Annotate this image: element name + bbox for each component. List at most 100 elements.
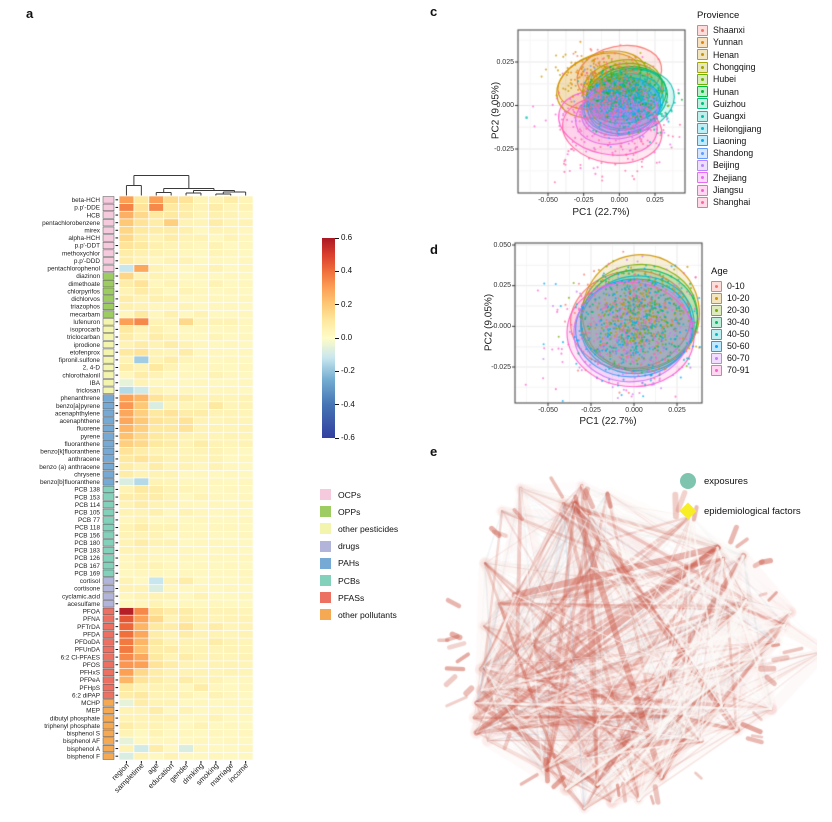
heatmap-cell: [238, 668, 253, 676]
heatmap-row-label: fluoranthene: [64, 441, 100, 448]
heatmap-cell: [164, 463, 179, 471]
row-category-swatch: [102, 333, 115, 341]
heatmap-cell: [238, 211, 253, 219]
heatmap-cell: [119, 386, 134, 394]
heatmap-cell: [134, 280, 149, 288]
heatmap-cell: [208, 295, 223, 303]
heatmap-cell: [134, 585, 149, 592]
legend-item: Jiangsu: [697, 184, 761, 196]
heatmap-cell: [179, 264, 194, 272]
heatmap-cell: [208, 516, 223, 524]
heatmap-cell: [134, 684, 149, 692]
heatmap-cell: [149, 463, 164, 471]
heatmap-row-label: diazinon: [76, 273, 100, 280]
heatmap-cell: [134, 219, 149, 227]
heatmap-cell: [179, 508, 194, 516]
heatmap-row-label: PCB 114: [75, 502, 101, 509]
heatmap-cell: [223, 554, 238, 562]
heatmap-cell: [179, 287, 194, 295]
heatmap-cell: [223, 592, 238, 600]
heatmap-cell: [134, 653, 149, 661]
legend-key-icon: [697, 123, 708, 135]
heatmap-cell: [149, 226, 164, 234]
heatmap-cell: [149, 333, 164, 341]
heatmap-cell: [134, 264, 149, 272]
heatmap-cell: [164, 569, 179, 577]
heatmap-cell: [179, 752, 194, 760]
heatmap-cell: [208, 699, 223, 707]
heatmap-cell: [119, 638, 134, 646]
legend-item: Shanghai: [697, 196, 761, 208]
heatmap-cell: [164, 607, 179, 615]
heatmap-cell: [134, 531, 149, 539]
y-tick-label: -0.025: [491, 363, 511, 371]
heatmap-cell: [208, 432, 223, 440]
heatmap-cell: [238, 432, 253, 440]
row-category-swatch: [102, 363, 115, 372]
heatmap-cell: [179, 386, 194, 394]
heatmap-cell: [193, 424, 208, 432]
heatmap-cell: [223, 249, 238, 257]
heatmap-cell: [223, 417, 238, 425]
heatmap-row-label: mecarbam: [70, 311, 100, 318]
heatmap-row-label: p.p'-DDE: [74, 205, 100, 212]
legend-label: 0-10: [727, 281, 745, 291]
heatmap-row-label: benzo[a]pyrene: [56, 403, 101, 410]
row-category-swatch: [102, 287, 115, 295]
heatmap-cell: [223, 546, 238, 554]
heatmap-cell: [149, 371, 164, 379]
heatmap-cell: [119, 600, 134, 608]
heatmap-cell: [238, 379, 253, 387]
heatmap-row-label: PCB 153: [74, 494, 100, 501]
heatmap-cell: [164, 242, 179, 250]
heatmap-cell: [134, 516, 149, 524]
pca-province-xlabel: PC1 (22.7%): [572, 207, 630, 218]
row-category-swatch: [102, 706, 115, 715]
row-category-swatch: [102, 539, 115, 547]
legend-item: Heilongjiang: [697, 122, 761, 135]
heatmap-cell: [164, 371, 179, 379]
heatmap-cell: [119, 592, 134, 600]
colorbar-gradient: [322, 238, 335, 438]
heatmap-cell: [193, 508, 208, 516]
legend-label: Henan: [713, 49, 739, 60]
heatmap-cell: [119, 714, 134, 722]
heatmap-row-label: acenaphthene: [59, 418, 100, 425]
heatmap-cell: [149, 203, 164, 211]
heatmap-cell: [164, 264, 179, 272]
row-category-swatch: [102, 516, 115, 524]
heatmap-cell: [119, 524, 134, 532]
heatmap-cell: [134, 699, 149, 707]
pca-province-ylabel: PC2 (9.05%): [490, 81, 502, 140]
heatmap-row-label: p.p'-DDD: [74, 258, 100, 265]
heatmap-cell: [119, 371, 134, 379]
pca-age-xlabel: PC1 (22.7%): [579, 416, 637, 427]
legend-label: 20-30: [727, 305, 750, 315]
heatmap-cell: [134, 257, 149, 265]
heatmap-cell: [164, 257, 179, 265]
heatmap-cell: [208, 379, 223, 387]
heatmap-cell: [238, 417, 253, 425]
heatmap-cell: [208, 745, 223, 753]
heatmap-cell: [208, 440, 223, 448]
heatmap-cell: [149, 546, 164, 554]
heatmap-cell: [134, 356, 149, 364]
heatmap-cell: [193, 394, 208, 402]
heatmap-cell: [179, 569, 194, 577]
heatmap-cell: [164, 440, 179, 448]
heatmap-cell: [238, 440, 253, 448]
legend-label: Hubei: [713, 74, 736, 85]
heatmap-cell: [223, 569, 238, 577]
heatmap-cell: [164, 493, 179, 501]
heatmap-cell: [179, 607, 194, 615]
heatmap-cell: [164, 470, 179, 478]
exposures-label: exposures: [704, 475, 748, 487]
legend-key-icon: [697, 49, 708, 61]
heatmap-cell: [119, 409, 134, 417]
heatmap-row-label: iprodione: [74, 342, 101, 349]
heatmap-cell: [179, 546, 194, 554]
heatmap-cell: [193, 379, 208, 387]
heatmap-cell: [179, 341, 194, 349]
heatmap-cell: [193, 585, 208, 592]
heatmap-cell: [238, 371, 253, 379]
